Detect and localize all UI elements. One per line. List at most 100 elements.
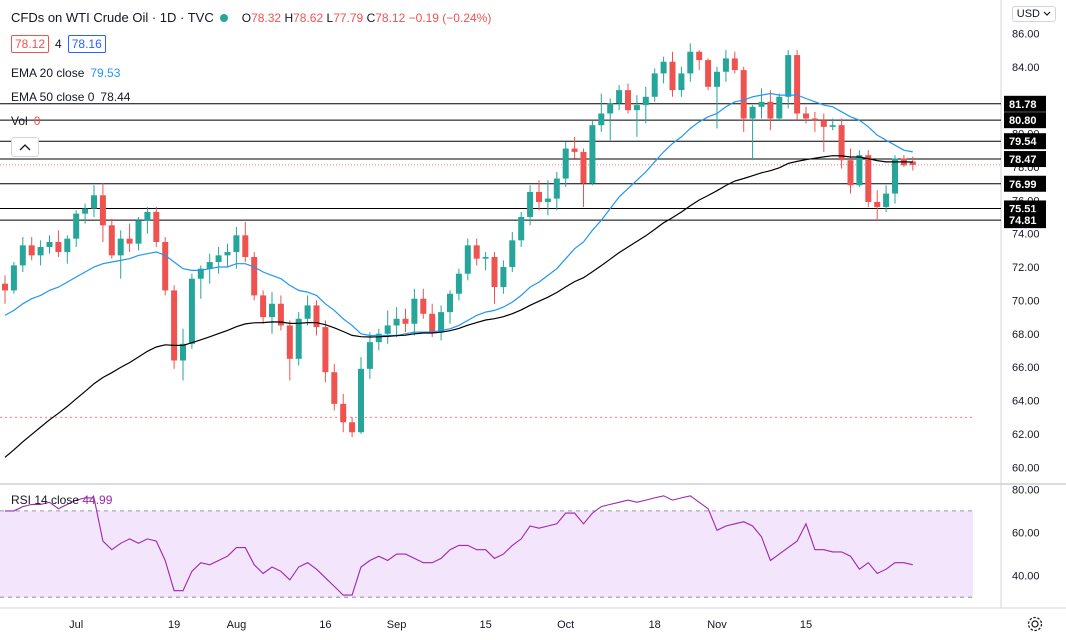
level-price-label[interactable]: 78.47 [1004,151,1046,168]
candle[interactable] [277,295,284,331]
candle[interactable] [242,221,249,263]
candle[interactable] [313,300,320,336]
candle[interactable] [251,252,258,301]
candle[interactable] [19,236,26,273]
candle[interactable] [678,66,685,97]
candle[interactable] [669,51,676,97]
candle[interactable] [2,275,8,304]
candle[interactable] [518,211,525,248]
candle[interactable] [900,155,907,167]
candle[interactable] [37,240,44,266]
candle[interactable] [108,218,115,259]
candle[interactable] [269,292,275,334]
candle[interactable] [349,417,356,438]
candle[interactable] [28,236,35,261]
candle[interactable] [447,290,453,324]
candle[interactable] [785,50,792,109]
candle[interactable] [722,50,729,82]
candle[interactable] [455,268,462,301]
candle[interactable] [304,295,311,326]
candle[interactable] [295,312,302,366]
candle[interactable] [286,320,293,381]
candle[interactable] [126,223,133,253]
candle[interactable] [660,56,667,84]
ema20-line[interactable] [4,92,913,337]
candle[interactable] [384,310,391,344]
candle[interactable] [162,236,169,296]
candle[interactable] [233,226,240,269]
candle[interactable] [883,185,890,212]
candle[interactable] [687,43,694,82]
candle[interactable] [438,305,445,341]
candle[interactable] [553,171,560,211]
candle[interactable] [776,93,783,121]
candle[interactable] [73,210,80,248]
candle[interactable] [651,68,658,102]
candle[interactable] [411,288,418,336]
candle[interactable] [892,155,898,204]
candle[interactable] [527,185,534,226]
candle[interactable] [473,238,480,266]
candle[interactable] [509,231,516,273]
candle[interactable] [803,106,809,124]
candle[interactable] [82,203,89,224]
level-price-label[interactable]: 80.80 [1004,112,1046,129]
ema50-legend[interactable]: EMA 50 close 0 78.44 [11,90,130,104]
candle[interactable] [366,332,373,379]
candle[interactable] [500,260,507,294]
candle[interactable] [758,88,765,119]
candle[interactable] [865,150,872,207]
candle[interactable] [10,262,17,294]
candle[interactable] [224,243,231,268]
candle[interactable] [402,308,409,333]
candle[interactable] [571,136,578,159]
candle[interactable] [820,113,827,152]
candle[interactable] [215,247,222,274]
candle[interactable] [874,190,881,221]
rsi-line[interactable] [5,495,913,596]
candle[interactable] [856,150,863,187]
rsi-legend-label[interactable]: RSI 14 close 44.99 [11,493,113,507]
candle[interactable] [589,120,596,186]
candle[interactable] [331,363,338,411]
candle[interactable] [375,328,382,351]
candle[interactable] [358,357,364,434]
bid-price-button[interactable]: 78.12 [11,35,50,53]
level-price-label[interactable]: 81.78 [1004,95,1046,112]
ema20-legend[interactable]: EMA 20 close 79.53 [11,66,120,80]
currency-selector[interactable]: USD [1011,6,1056,22]
candle[interactable] [144,206,151,234]
candle[interactable] [794,50,801,121]
candle[interactable] [135,216,142,251]
candle[interactable] [188,273,195,349]
collapse-legend-button[interactable] [11,137,39,157]
candle[interactable] [625,83,631,114]
candle[interactable] [55,230,62,258]
candle[interactable] [482,252,489,271]
candle[interactable] [544,180,551,216]
candle[interactable] [731,51,738,74]
level-price-label[interactable]: 79.54 [1004,133,1046,150]
candle[interactable] [171,285,178,369]
candle[interactable] [642,86,649,124]
symbol-title[interactable]: CFDs on WTI Crude Oil · 1D · TVC [11,10,214,25]
gear-icon[interactable] [1026,615,1044,633]
candle[interactable] [536,180,542,211]
candle[interactable] [491,252,498,304]
level-price-label[interactable]: 74.81 [1004,212,1046,229]
candle[interactable] [847,148,854,194]
candle[interactable] [811,111,818,132]
candle[interactable] [580,148,587,207]
candle[interactable] [153,206,160,248]
candle[interactable] [767,90,774,131]
candle[interactable] [117,230,124,279]
volume-legend[interactable]: Vol 0 [11,114,40,128]
candle[interactable] [420,288,427,319]
candle[interactable] [99,183,106,242]
candle[interactable] [393,307,400,338]
candle[interactable] [340,393,347,433]
candle[interactable] [740,66,747,132]
level-price-label[interactable]: 76.99 [1004,175,1046,192]
candle[interactable] [633,95,640,137]
